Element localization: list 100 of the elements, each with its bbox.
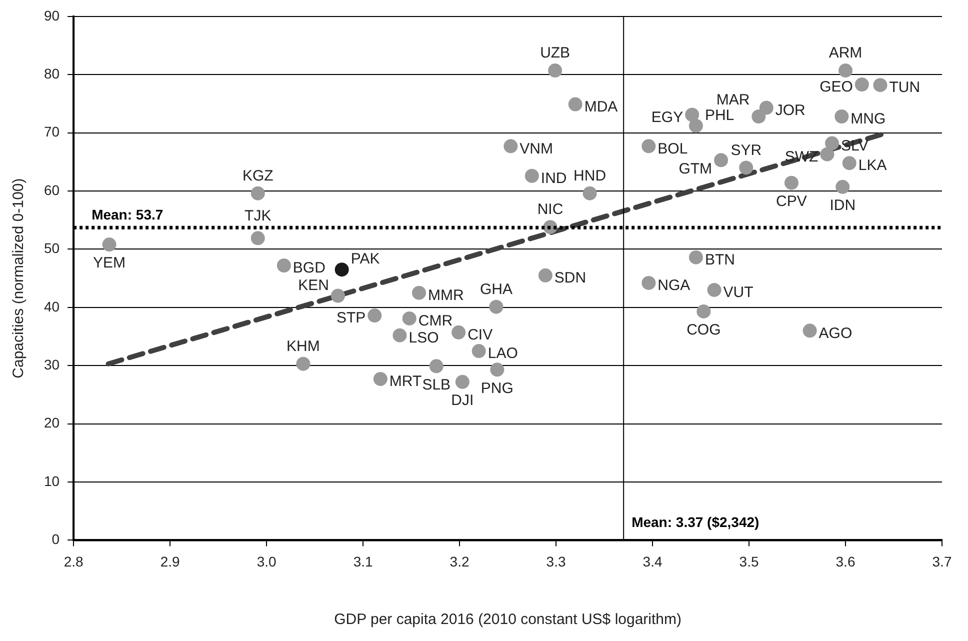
point (688, 118, 703, 133)
point (759, 100, 774, 115)
annotation: NGA (658, 277, 690, 294)
y-tick-label: 10 (44, 472, 60, 489)
point (685, 108, 700, 122)
point (296, 356, 310, 371)
annotation: STP (336, 310, 366, 327)
point (455, 374, 470, 389)
point (489, 300, 504, 314)
x-tick-label: 2.8 (64, 553, 84, 570)
ref-line-label: Mean: 53.7 (92, 206, 164, 223)
point (276, 258, 291, 272)
x-tick-label: 3.3 (546, 553, 566, 570)
annotation: HND (574, 167, 606, 184)
point (412, 286, 426, 300)
annotation: GHA (480, 280, 512, 298)
point (825, 136, 839, 150)
annotation: SLB (422, 376, 451, 394)
point (490, 362, 504, 377)
point (568, 97, 582, 112)
point (392, 328, 407, 342)
point (842, 156, 856, 170)
y-tick-label: 40 (44, 298, 60, 314)
point (102, 238, 116, 252)
y-tick-label: 20 (44, 414, 60, 431)
point (873, 78, 888, 92)
annotation: BTN (704, 251, 735, 268)
annotation: BOL (658, 140, 688, 158)
annotation: KGZ (242, 167, 274, 184)
annotation: SDN (554, 270, 586, 287)
point (330, 288, 345, 303)
y-axis-title: Capacities (normalized 0-100) (10, 178, 28, 378)
point (854, 77, 869, 92)
point (373, 372, 388, 386)
point (752, 110, 766, 124)
annotation: KHM (286, 338, 320, 355)
annotation: MRT (389, 373, 422, 390)
point (707, 282, 722, 297)
annotation: TJK (244, 207, 272, 224)
annotation: VNM (520, 140, 554, 158)
point (250, 231, 265, 246)
x-tick-label: 3.7 (932, 553, 952, 570)
annotation: VUT (723, 284, 754, 302)
x-tick-label: 3.1 (353, 553, 373, 570)
point (802, 324, 817, 338)
annotation: DJI (451, 392, 474, 410)
point (714, 153, 728, 168)
point (642, 276, 656, 290)
annotation: CPV (776, 192, 807, 210)
point (739, 160, 754, 175)
annotation: TUN (889, 79, 920, 96)
point (642, 139, 656, 154)
point (504, 139, 518, 154)
annotation: PAK (350, 250, 380, 268)
annotation: LKA (858, 157, 887, 174)
point (696, 304, 711, 318)
point (836, 180, 850, 194)
annotation: JOR (775, 102, 806, 119)
annotation: LSO (408, 329, 439, 346)
y-tick-label: 30 (44, 356, 60, 372)
point (582, 186, 597, 200)
annotation: SYR (730, 142, 762, 159)
point (334, 262, 349, 277)
annotation: BGD (292, 260, 326, 277)
y-tick-label: 90 (44, 7, 60, 24)
point (472, 344, 486, 358)
point (834, 110, 849, 124)
point (429, 359, 444, 374)
point (452, 325, 466, 340)
annotation: MNG (850, 110, 886, 128)
x-tick-label: 3.0 (256, 553, 276, 570)
y-tick-label: 0 (52, 531, 60, 548)
point (820, 147, 834, 162)
annotation: KEN (298, 276, 329, 294)
annotation: EGY (651, 108, 684, 126)
annotation: PHL (704, 106, 734, 124)
annotation: IND (540, 170, 567, 188)
point (524, 168, 539, 183)
annotation: GTM (678, 160, 712, 178)
point (538, 268, 552, 282)
point (784, 176, 798, 190)
annotation: MAR (716, 92, 750, 109)
annotation: CMR (418, 312, 453, 330)
y-tick-label: 60 (44, 182, 60, 198)
ref-line-label: Mean: 3.37 ($2,342) (632, 514, 760, 530)
annotation: IDN (830, 197, 856, 214)
point (402, 311, 416, 326)
annotation: PNG (480, 380, 514, 397)
y-tick-label: 80 (44, 65, 60, 82)
point (838, 64, 853, 78)
annotation: NIC (537, 201, 564, 218)
x-tick-label: 3.2 (450, 553, 470, 570)
annotation: GEO (820, 78, 853, 96)
point (548, 64, 562, 78)
annotation: UZB (540, 44, 570, 62)
x-tick-label: 3.4 (642, 553, 662, 570)
y-tick-label: 50 (44, 240, 60, 256)
annotation: YEM (93, 254, 126, 272)
x-axis-title: GDP per capita 2016 (2010 constant US$ logarithm) (334, 611, 682, 628)
x-tick-label: 3.6 (836, 553, 856, 570)
